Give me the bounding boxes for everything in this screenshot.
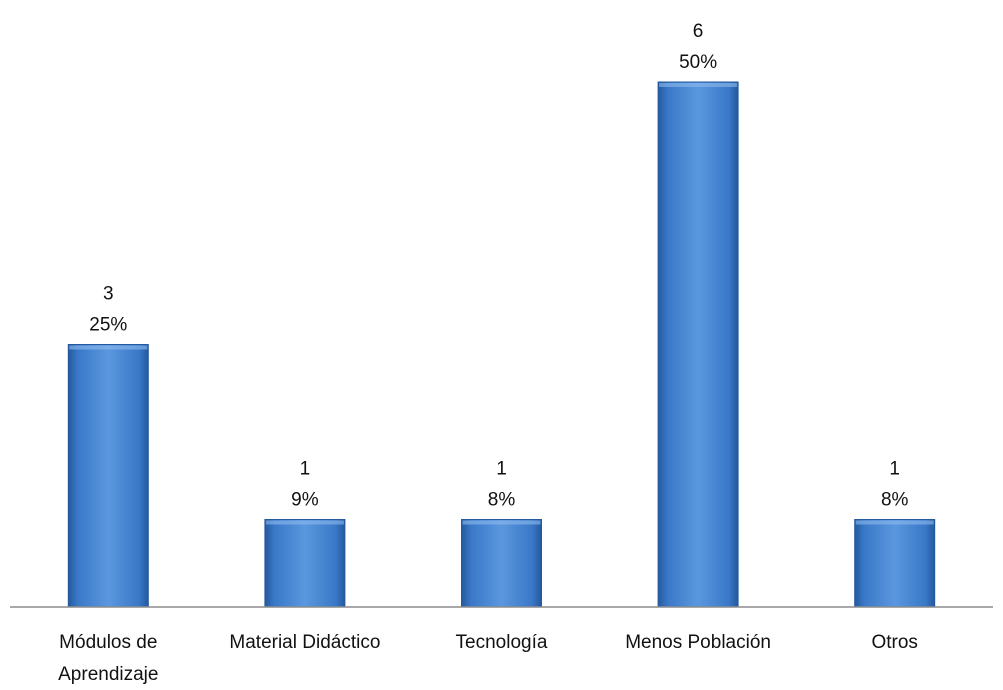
bars-group — [67, 81, 936, 608]
category-label-4: Otros — [871, 632, 917, 653]
category-label-0-line-1: Aprendizaje — [58, 664, 158, 685]
data-label-count-0: 3 — [103, 284, 114, 305]
category-label-0-line-0: Módulos de — [59, 632, 157, 653]
data-label-count-4: 1 — [889, 459, 900, 480]
data-label-percent-3: 50% — [679, 52, 717, 73]
data-label-percent-2: 8% — [488, 490, 516, 511]
data-label-percent-4: 8% — [881, 490, 909, 511]
data-label-percent-0: 25% — [89, 315, 127, 336]
bar-bevel-2 — [462, 520, 541, 525]
data-label-count-2: 1 — [496, 459, 507, 480]
data-label-count-3: 6 — [693, 21, 704, 42]
bar-0 — [67, 344, 149, 608]
category-label-2: Tecnología — [456, 632, 548, 653]
bar-2 — [461, 519, 542, 608]
bar-bevel-0 — [69, 345, 148, 350]
value-labels-group: 3 25% 1 9% 1 8% 6 50% 1 8% — [89, 21, 908, 511]
bar-bevel-3 — [659, 83, 738, 87]
bar-bevel-1 — [265, 520, 344, 525]
bar-3 — [657, 81, 739, 608]
data-label-count-1: 1 — [300, 459, 311, 480]
category-labels-group: Módulos de Aprendizaje Material Didáctico T… — [58, 632, 918, 685]
bar-bevel-4 — [855, 520, 934, 525]
category-label-3: Menos Población — [625, 632, 771, 653]
bar-1 — [264, 519, 346, 608]
data-label-percent-1: 9% — [291, 490, 319, 511]
bar-4 — [854, 519, 936, 608]
category-label-1: Material Didáctico — [229, 632, 380, 653]
